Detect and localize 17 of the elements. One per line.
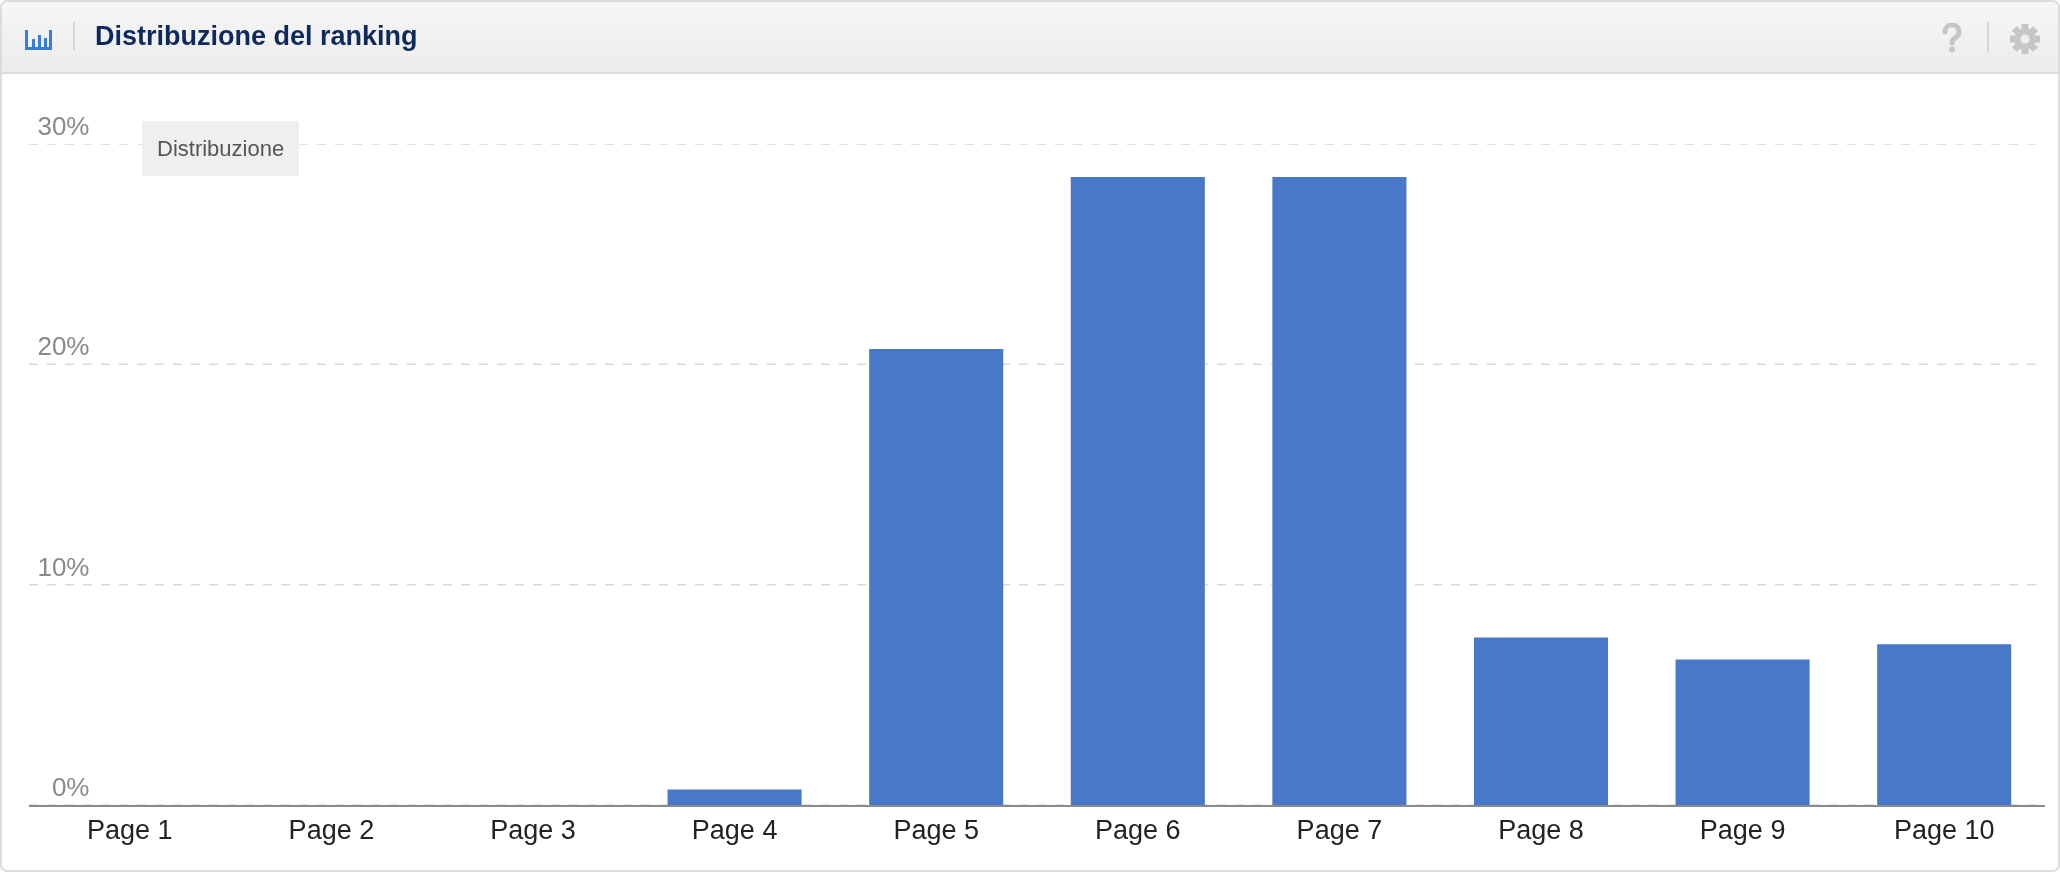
x-tick-label: Page 3 (490, 815, 576, 846)
x-tick-label: Page 7 (1296, 815, 1383, 846)
x-tick-label: Page 2 (288, 815, 375, 846)
chart-title: Distribuzione del ranking (95, 20, 418, 52)
header-panel: Distribuzione del ranking (0, 0, 2060, 74)
x-tick-label: Page 10 (1893, 815, 1995, 846)
annotation: Distribuzione (157, 136, 285, 161)
x-tick-label: Page 1 (87, 815, 173, 846)
x-tick-label: Page 4 (691, 815, 778, 846)
y-tick-label: 10% (37, 551, 90, 582)
y-tick-label: 30% (37, 110, 90, 141)
y-tick-label: 20% (37, 331, 90, 362)
y-tick-label: 0% (51, 771, 90, 802)
x-tick-label: Page 8 (1498, 815, 1584, 846)
x-tick-label: Page 9 (1699, 815, 1786, 846)
x-tick-label: Page 5 (893, 815, 979, 846)
x-tick-label: Page 6 (1095, 815, 1181, 846)
